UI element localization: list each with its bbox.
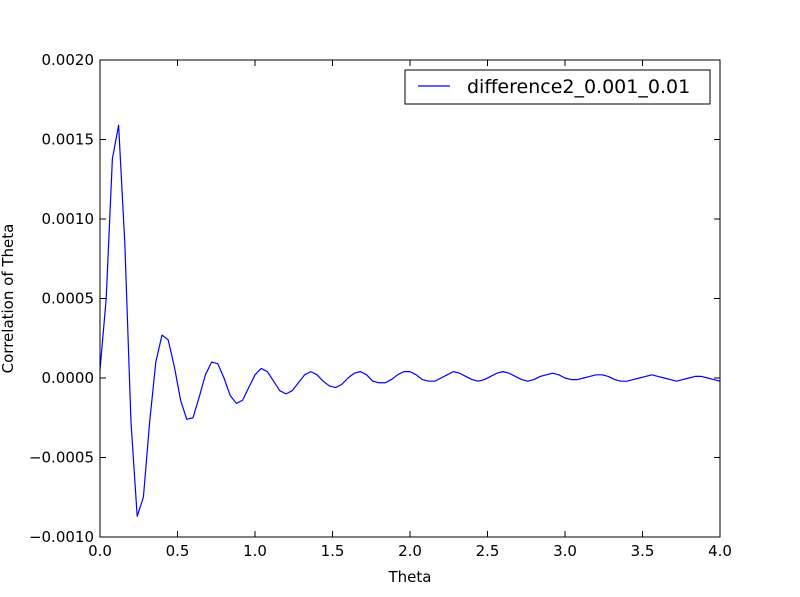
y-tick-label: −0.0005 <box>29 449 94 467</box>
y-tick-label: −0.0010 <box>29 528 94 546</box>
x-tick-label: 1.5 <box>321 542 345 560</box>
y-axis-label: Correlation of Theta <box>0 224 17 374</box>
x-tick-label: 1.0 <box>243 542 267 560</box>
x-tick-label: 2.0 <box>398 542 422 560</box>
legend-label: difference2_0.001_0.01 <box>467 76 690 98</box>
plot-frame <box>99 59 721 538</box>
y-tick-label: 0.0020 <box>42 51 95 69</box>
y-tick-label: 0.0010 <box>42 210 95 228</box>
x-tick-label: 2.5 <box>476 542 500 560</box>
y-tick-label: 0.0005 <box>42 290 95 308</box>
x-tick-label: 0.5 <box>166 542 190 560</box>
plot-layer <box>99 124 721 517</box>
y-tick-label: 0.0000 <box>42 369 95 387</box>
x-tick-label: 4.0 <box>708 542 732 560</box>
legend: difference2_0.001_0.01 <box>404 69 711 105</box>
label-layer: Theta Correlation of Theta <box>0 224 431 586</box>
y-tick-label: 0.0015 <box>42 131 95 149</box>
x-tick-label: 0.0 <box>88 542 112 560</box>
tick-layer: 0.0 0.5 1.0 1.5 2.0 2.5 3.0 3.5 4.0 −0.0010 −0.000… <box>29 51 732 560</box>
x-tick-label: 3.0 <box>553 542 577 560</box>
legend-box <box>404 69 711 105</box>
series-line-0 <box>99 124 721 517</box>
x-axis-label: Theta <box>388 568 432 586</box>
x-tick-label: 3.5 <box>631 542 655 560</box>
